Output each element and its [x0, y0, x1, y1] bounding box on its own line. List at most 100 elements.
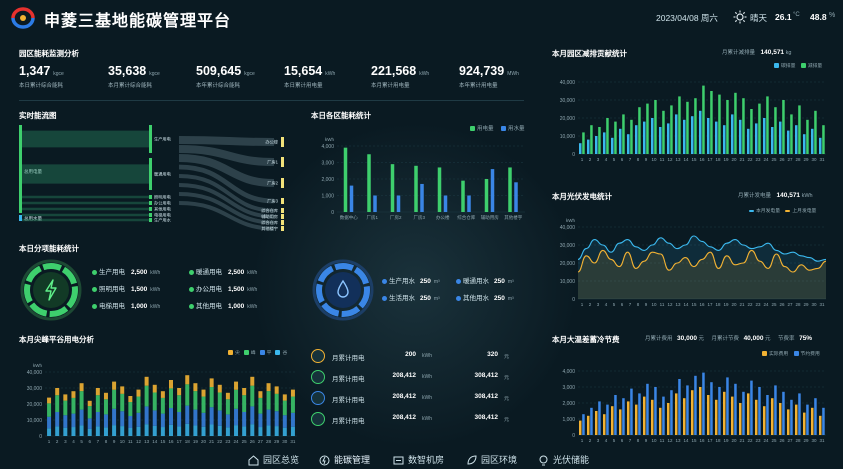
category-dot: [189, 303, 194, 309]
bar-segment: [234, 408, 239, 426]
x-tick-label: 14: [683, 302, 689, 307]
x-tick-label: 31: [819, 438, 825, 443]
energy-icon: [319, 455, 330, 466]
category-unit: m³: [507, 296, 514, 302]
bar-actual-cost: [675, 393, 678, 435]
x-tick-label: 1: [48, 439, 51, 444]
bar-saved-cost: [694, 375, 697, 435]
category-label: 照明用电: [99, 286, 125, 293]
area-energy-title: 本日各区能耗统计: [311, 111, 371, 120]
flow-source-bar: [19, 125, 22, 213]
y-tick-label: 1,000: [562, 417, 575, 423]
bar-actual-cost: [659, 407, 662, 435]
y-tick-label: 3,000: [562, 385, 575, 391]
bar-actual-cost: [603, 414, 606, 435]
bar-segment: [136, 426, 141, 436]
x-tick-label: 10: [120, 439, 126, 444]
x-tick-label: 2: [589, 302, 592, 307]
bar-saved-cost: [774, 385, 777, 435]
bar-segment: [144, 376, 149, 386]
tariff-icon: [311, 370, 325, 384]
row-unit-kwh: kWh: [422, 353, 432, 359]
bar-actual-cost: [803, 412, 806, 435]
legend-swatch: [228, 350, 233, 356]
bar-emission: [651, 118, 654, 154]
bar-emission: [603, 132, 606, 154]
bar-saved-cost: [806, 404, 809, 435]
x-tick-label: 18: [715, 302, 721, 307]
legend-electric-swatch: [470, 126, 475, 132]
x-tick-label: 2: [56, 439, 59, 444]
legend-label: 尖: [235, 351, 240, 356]
x-tick-label: 28: [795, 438, 801, 443]
water-donut-chart: [312, 259, 374, 321]
bar-saved-cost: [718, 387, 721, 435]
bar-segment: [71, 413, 76, 428]
category-value: 2,500: [228, 269, 245, 276]
bar-segment: [234, 381, 239, 390]
bar-saved-cost: [662, 396, 665, 435]
legend-swatch: [243, 350, 249, 356]
x-tick-label: 3: [64, 439, 67, 444]
bar-saved-cost: [582, 414, 585, 435]
flow-link: [178, 136, 275, 146]
bar-reduction: [758, 103, 761, 154]
cold-storage-legend: 实际费用 节约费用: [762, 350, 820, 357]
bar-segment: [160, 397, 165, 414]
x-tick-label: 4: [605, 302, 608, 307]
sun-icon: [733, 10, 747, 24]
nav-environment[interactable]: 园区环境: [466, 453, 517, 466]
flow-right-label: 厂房2: [267, 180, 278, 187]
nav-pv-storage[interactable]: 光伏储能: [538, 453, 589, 466]
x-tick-label: 10: [651, 302, 657, 307]
nav-server-room[interactable]: 数智机房: [393, 453, 444, 466]
x-tick-label: 23: [225, 439, 231, 444]
y-tick-label: 1,000: [321, 193, 334, 199]
bar-segment: [258, 427, 263, 436]
save-value: 40,000: [743, 335, 764, 342]
bar-segment: [169, 380, 173, 389]
bar-emission: [819, 137, 822, 154]
pv-title: 本月光伏发电统计: [552, 192, 612, 201]
carbon-legend: 碳排量 减排量: [774, 62, 822, 69]
bar-emission: [627, 134, 630, 154]
nav-energy-carbon[interactable]: 能碳管理: [319, 453, 370, 466]
rate-value: 75%: [799, 335, 813, 342]
x-tick-label: 17: [707, 302, 713, 307]
bar-actual-cost: [667, 403, 670, 435]
nav-overview[interactable]: 园区总览: [248, 453, 299, 466]
x-tick-label: 25: [771, 438, 777, 443]
x-tick-label: 28: [795, 302, 801, 307]
category-value: 1,000: [131, 303, 148, 310]
bottom-nav: 园区总览 能碳管理 数智机房 园区环境 光伏储能: [0, 450, 843, 469]
y-tick-label: 0: [572, 297, 575, 303]
bar-segment: [209, 407, 214, 425]
row-value-kwh: 200: [405, 351, 416, 358]
flow-target-bar: [281, 214, 284, 219]
bar-segment: [282, 400, 287, 416]
legend-actual-label: 实际费用: [769, 352, 789, 357]
energy-stats-row: 1,347 kgce 本日累计综合能耗 35,638 kgce 本月累计综合能耗 509,6…: [19, 64, 529, 94]
x-tick-label: 22: [217, 439, 223, 444]
x-tick-label: 19: [723, 157, 729, 162]
x-tick-label: 辅助用房: [481, 214, 499, 221]
x-tick-label: 11: [660, 438, 665, 443]
rate-label: 节费率: [778, 336, 795, 342]
bar-segment: [201, 389, 206, 397]
pv-line-1: [577, 249, 827, 273]
bar-emission: [635, 125, 638, 154]
legend-emission-swatch: [774, 63, 779, 69]
bar-actual-cost: [635, 404, 638, 435]
bar-segment: [242, 412, 247, 427]
peak-valley-row: 月累计用电 208,412 kWh 308,412 元: [311, 391, 526, 407]
bar-water: [467, 195, 471, 212]
carbon-total: 月累计减排量 140,571 kg: [722, 48, 791, 56]
electric-donut-chart: [20, 259, 82, 321]
flow-mid-bar: [149, 158, 152, 190]
bar-segment: [225, 427, 230, 436]
row-value-kwh: 208,412: [392, 414, 417, 421]
bar-segment: [234, 425, 239, 436]
weather-text: 晴天: [750, 13, 768, 23]
bar-actual-cost: [619, 409, 622, 435]
